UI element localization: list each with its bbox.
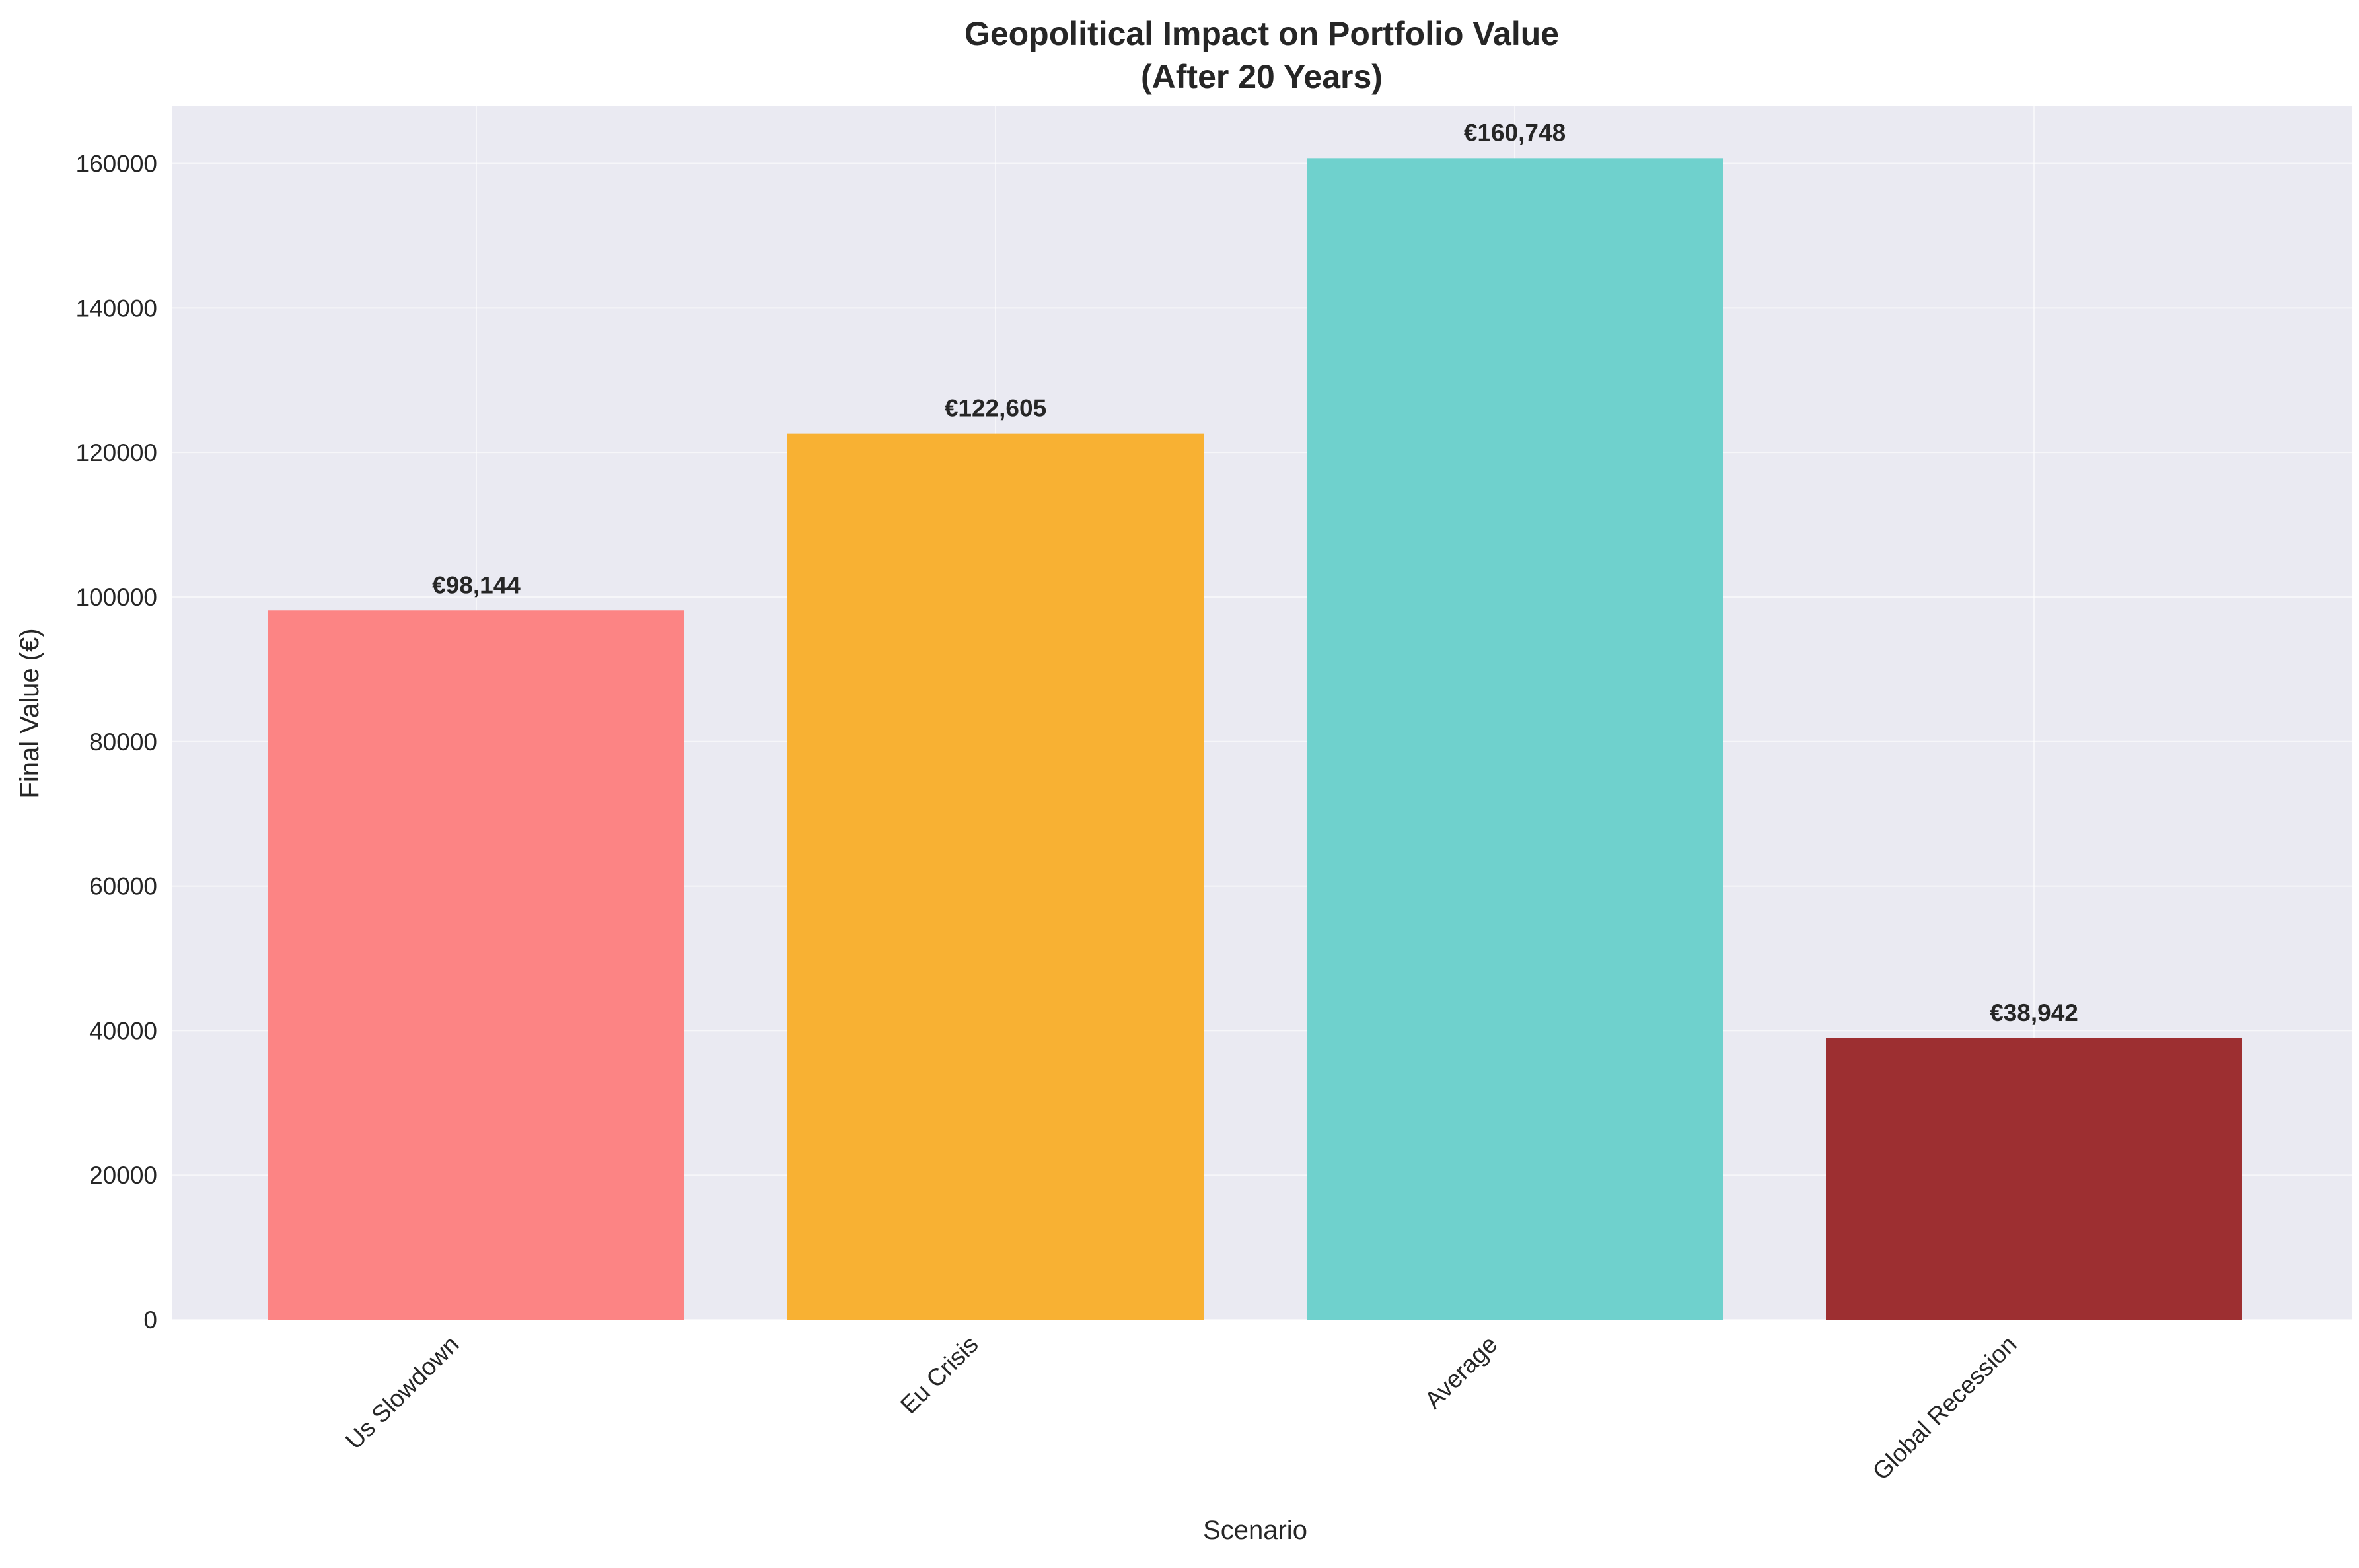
- bars: [268, 158, 2242, 1320]
- x-tick-label: Global Recession: [1868, 1331, 2022, 1485]
- y-tick-label: 0: [143, 1306, 157, 1334]
- bar-value-label: €98,144: [432, 571, 521, 598]
- chart-title-line2: (After 20 Years): [1141, 58, 1383, 95]
- y-axis-label: Final Value (€): [15, 628, 44, 798]
- x-axis-label: Scenario: [1203, 1516, 1307, 1545]
- bar-value-label: €160,748: [1464, 119, 1566, 146]
- y-tick-label: 160000: [76, 151, 157, 178]
- x-tick-label: Average: [1420, 1331, 1503, 1414]
- bar: [1826, 1038, 2242, 1320]
- bar-value-labels: €98,144 €122,605 €160,748 €38,942: [432, 119, 2078, 1026]
- bar: [268, 610, 684, 1320]
- x-tick-label: Eu Crisis: [895, 1331, 984, 1419]
- x-axis-ticks: Us Slowdown Eu Crisis Average Global Recess…: [340, 1331, 2021, 1485]
- y-tick-label: 100000: [76, 584, 157, 611]
- y-axis-ticks: 0 20000 40000 60000 80000 100000 120000 140000 1…: [76, 151, 157, 1334]
- y-tick-label: 40000: [89, 1017, 157, 1044]
- bar: [787, 433, 1204, 1320]
- bar-value-label: €122,605: [945, 395, 1046, 422]
- x-tick-label: Us Slowdown: [340, 1331, 464, 1454]
- bar-value-label: €38,942: [1990, 999, 2078, 1026]
- y-tick-label: 80000: [89, 729, 157, 756]
- bar: [1307, 158, 1723, 1320]
- y-tick-label: 120000: [76, 439, 157, 466]
- chart-title-line1: Geopolitical Impact on Portfolio Value: [964, 15, 1559, 52]
- y-tick-label: 20000: [89, 1162, 157, 1189]
- y-tick-label: 140000: [76, 295, 157, 322]
- y-tick-label: 60000: [89, 873, 157, 900]
